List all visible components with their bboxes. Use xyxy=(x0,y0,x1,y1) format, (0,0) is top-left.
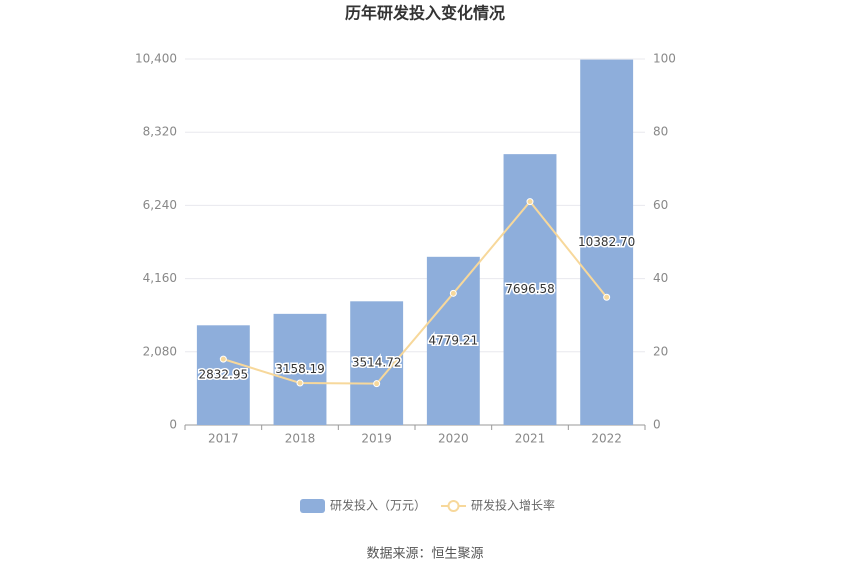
line xyxy=(223,200,608,385)
y2-tick-label: 80 xyxy=(653,125,668,139)
x-tick-label: 2019 xyxy=(361,432,392,446)
source: 数据来源：恒生聚源 xyxy=(366,547,483,562)
y-tick-label: 6,240 xyxy=(143,198,177,212)
y2-tick-label: 20 xyxy=(653,344,668,358)
y2-tick-label: 40 xyxy=(653,271,668,285)
bar xyxy=(580,59,634,425)
value-label: 10382.70 xyxy=(578,235,635,249)
legend-label: 研发投入增长率 xyxy=(471,498,555,513)
line-point xyxy=(449,289,457,297)
bar xyxy=(426,256,480,425)
y2-tick-label: 0 xyxy=(653,418,661,432)
y-tick-label: 10,400 xyxy=(135,52,177,66)
y2-tick-label: 60 xyxy=(653,198,668,212)
x-tick-label: 2018 xyxy=(285,432,316,446)
line-point xyxy=(219,355,227,363)
value-label: 2832.95 xyxy=(199,368,249,382)
value-label: 4779.21 xyxy=(429,333,479,347)
legend-swatch xyxy=(300,499,325,513)
line-point xyxy=(373,380,381,388)
y-tick-label: 2,080 xyxy=(143,344,177,358)
y-tick-label: 8,320 xyxy=(143,125,177,139)
value-label: 3158.19 xyxy=(275,362,325,376)
bar xyxy=(273,313,327,425)
x-tick-label: 2017 xyxy=(208,432,239,446)
bar xyxy=(196,325,250,425)
y2-tick-label: 100 xyxy=(653,52,676,66)
x-tick-label: 2022 xyxy=(591,432,622,446)
value-label: 7696.58 xyxy=(505,282,555,296)
legend-swatch xyxy=(447,500,460,512)
legend-label: 研发投入（万元） xyxy=(330,498,426,513)
line-point xyxy=(526,198,534,206)
y-tick-label: 4,160 xyxy=(143,271,177,285)
value-label: 3514.72 xyxy=(352,356,402,370)
line-point xyxy=(296,379,304,387)
x-tick-label: 2021 xyxy=(515,432,546,446)
x-tick-label: 2020 xyxy=(438,432,469,446)
line-point xyxy=(603,293,611,301)
y-tick-label: 0 xyxy=(169,418,177,432)
chart-title: 历年研发投入变化情况 xyxy=(345,4,505,23)
